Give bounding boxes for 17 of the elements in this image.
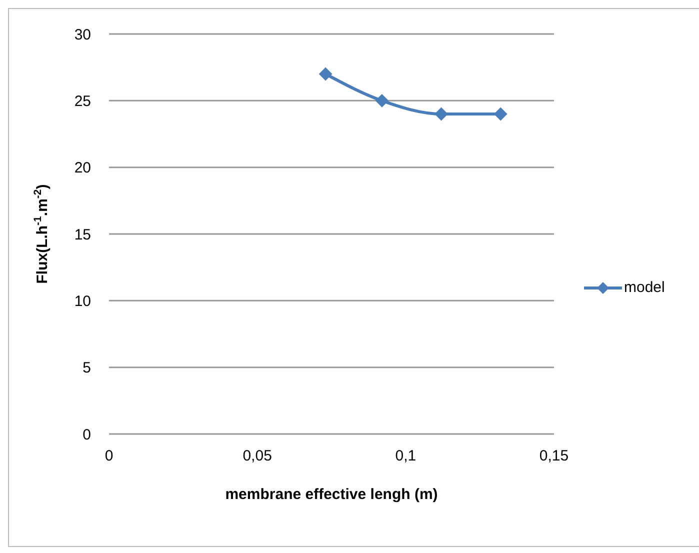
x-tick-label: 0,1 bbox=[395, 448, 416, 465]
x-axis-title: membrane effective lengh (m) bbox=[225, 486, 438, 503]
y-tick-label: 15 bbox=[74, 226, 91, 244]
x-tick-label: 0,05 bbox=[242, 448, 272, 465]
y-tick-label: 5 bbox=[82, 360, 91, 377]
point bbox=[375, 94, 388, 108]
point bbox=[434, 108, 448, 120]
y-tick-label: 10 bbox=[74, 292, 91, 310]
x-tick-label: 0 bbox=[104, 448, 114, 465]
y-tick-label: 20 bbox=[74, 160, 91, 177]
y-tick-label: 30 bbox=[74, 26, 91, 44]
y-tick-label: 25 bbox=[74, 92, 91, 110]
point bbox=[319, 68, 332, 80]
y-tick-label: 0 bbox=[82, 426, 91, 444]
legend-label: model bbox=[624, 279, 665, 296]
point bbox=[494, 108, 508, 120]
x-tick-label: 0,15 bbox=[539, 448, 569, 465]
